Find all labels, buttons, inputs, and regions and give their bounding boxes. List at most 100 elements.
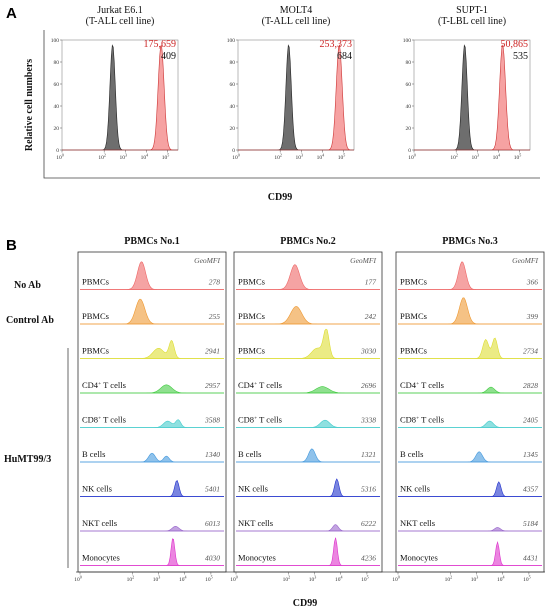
subplot-ytick-label: 100 — [227, 38, 236, 44]
row-label: CD8+ T cells — [400, 415, 444, 425]
row-geomfi-value: 2734 — [523, 347, 538, 356]
column-title: PBMCs No.1 — [124, 236, 180, 247]
histogram-cd99 — [62, 45, 178, 151]
geomfi-header: GeoMFI — [350, 256, 376, 265]
row-label-control-ab: Control Ab — [6, 315, 54, 326]
row-histogram — [398, 527, 542, 532]
panel-a-xtick-label: 105 — [338, 153, 346, 162]
row-label: CD4+ T cells — [400, 380, 444, 390]
row-label: NKT cells — [82, 518, 117, 528]
panel-a-subplot: Jurkat E6.1(T-ALL cell line) 0 20 40 60 80 100… — [51, 5, 179, 162]
row-label: PBMCs — [238, 311, 265, 321]
row-histogram — [236, 328, 380, 359]
row-geomfi-value: 1321 — [361, 450, 376, 459]
panel-b-xtick-label: 100 — [74, 575, 82, 584]
panel-a-xtick-label: 102 — [450, 153, 458, 162]
panel-a-xtick-label: 100 — [408, 153, 416, 162]
panel-b-xtick-label: 105 — [361, 575, 369, 584]
histogram-cd99 — [414, 44, 530, 151]
row-geomfi-value: 4236 — [361, 554, 376, 563]
row-label: PBMCs — [400, 277, 427, 287]
panel-a-subplot: SUPT-1(T-LBL cell line) 0 20 40 60 80 100 100 10… — [403, 5, 531, 162]
row-label: PBMCs — [400, 346, 427, 356]
panel-b-xtick-label: 104 — [179, 575, 187, 584]
row-geomfi-value: 2405 — [523, 416, 538, 425]
geomfi-header: GeoMFI — [194, 256, 220, 265]
subplot-title-line1: Jurkat E6.1 — [97, 5, 143, 16]
row-histogram — [80, 419, 224, 428]
row-label-humt: HuMT99/3 — [4, 454, 51, 465]
row-label: NKT cells — [238, 518, 273, 528]
subplot-ytick-label: 20 — [54, 126, 60, 132]
histogram-cd99 — [238, 44, 354, 151]
row-histogram — [80, 298, 224, 325]
row-geomfi-value: 4431 — [523, 554, 538, 563]
row-label: B cells — [238, 449, 261, 459]
row-geomfi-value: 5316 — [361, 485, 376, 494]
row-histogram — [398, 420, 542, 428]
subplot-ytick-label: 80 — [406, 60, 412, 66]
geomfi-header: GeoMFI — [512, 256, 538, 265]
column-frame — [77, 251, 227, 573]
row-geomfi-value: 1340 — [205, 450, 220, 459]
subplot-ytick-label: 40 — [54, 104, 60, 110]
panel-a-xtick-label: 105 — [162, 153, 170, 162]
row-label: PBMCs — [400, 311, 427, 321]
panel-a-xtick-label: 103 — [296, 153, 304, 162]
subplot-ytick-label: 0 — [408, 148, 411, 154]
mfi-cd99-label: 175,659 — [144, 39, 177, 50]
panel-b-xtick-label: 105 — [205, 575, 213, 584]
row-geomfi-value: 6222 — [361, 519, 376, 528]
panel-letter-b: B — [6, 237, 17, 254]
panel-a-ylabel: Relative cell numbers — [24, 59, 35, 151]
row-geomfi-value: 399 — [526, 312, 539, 321]
row-label: PBMCs — [238, 277, 265, 287]
row-label: B cells — [82, 449, 105, 459]
panel-b-column: PBMCs No.2 GeoMFI PBMCs 177 PBMCs 242 PBMCs 303… — [230, 236, 383, 584]
subplot-ytick-label: 100 — [403, 38, 412, 44]
row-label: NK cells — [400, 484, 430, 494]
subplot-ytick-label: 60 — [406, 82, 412, 88]
column-title: PBMCs No.3 — [442, 236, 498, 247]
row-geomfi-value: 3030 — [360, 347, 376, 356]
row-label: Monocytes — [238, 553, 276, 563]
panel-a-xtick-label: 103 — [120, 153, 128, 162]
row-geomfi-value: 2941 — [205, 347, 220, 356]
panel-a: Jurkat E6.1(T-ALL cell line)020406080100… — [51, 5, 531, 162]
column-title: PBMCs No.2 — [280, 236, 336, 247]
row-label: PBMCs — [82, 311, 109, 321]
row-geomfi-value: 2696 — [361, 381, 376, 390]
panel-b-xtick-label: 102 — [127, 575, 135, 584]
subplot-ytick-label: 40 — [230, 104, 236, 110]
row-histogram — [398, 481, 542, 497]
row-label: PBMCs — [82, 277, 109, 287]
row-geomfi-value: 366 — [526, 278, 539, 287]
panel-b-column: PBMCs No.1 GeoMFI PBMCs 278 PBMCs 255 PBMCs 294… — [74, 236, 227, 584]
mfi-control-label: 409 — [161, 51, 176, 62]
row-label: CD4+ T cells — [238, 380, 282, 390]
row-label: NK cells — [238, 484, 268, 494]
column-frame — [233, 251, 383, 573]
row-histogram — [236, 478, 380, 497]
column-frame — [395, 251, 545, 573]
mfi-control-label: 684 — [337, 51, 352, 62]
panel-b-xtick-label: 103 — [309, 575, 317, 584]
row-histogram — [236, 306, 380, 325]
row-geomfi-value: 4030 — [205, 554, 220, 563]
row-histogram — [236, 386, 380, 394]
row-label: Monocytes — [82, 553, 120, 563]
row-histogram — [236, 537, 380, 566]
row-histogram — [236, 264, 380, 290]
panel-b-xtick-label: 104 — [497, 575, 505, 584]
panel-b-xtick-label: 105 — [523, 575, 531, 584]
panel-b-xtick-label: 100 — [392, 575, 400, 584]
row-histogram — [80, 480, 224, 497]
panel-a-xtick-label: 100 — [232, 153, 240, 162]
panel-b: PBMCs No.1 GeoMFI PBMCs 278 PBMCs 255 PBMCs 294… — [74, 236, 545, 584]
row-geomfi-value: 2957 — [205, 381, 220, 390]
row-histogram — [398, 386, 542, 394]
row-label: CD8+ T cells — [82, 415, 126, 425]
row-histogram — [236, 419, 380, 428]
panel-b-xtick-label: 103 — [471, 575, 479, 584]
panel-a-xtick-label: 103 — [472, 153, 480, 162]
